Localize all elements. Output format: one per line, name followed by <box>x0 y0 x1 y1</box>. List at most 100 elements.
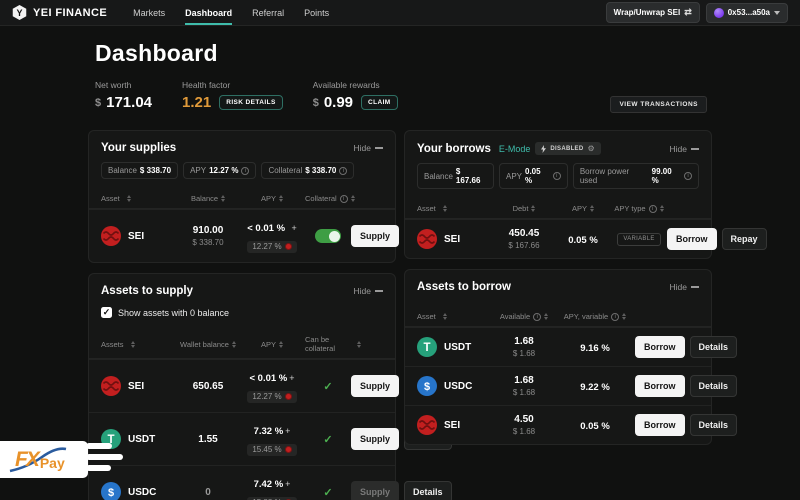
emode-status-button[interactable]: DISABLED ⚙ <box>535 142 601 155</box>
wrap-unwrap-button[interactable]: Wrap/Unwrap SEI ⇄ <box>605 2 700 23</box>
supplies-hide-button[interactable]: Hide <box>354 143 383 153</box>
metrics-row: Net worth $ 171.04 Health factor 1.21 RI… <box>95 80 398 111</box>
supply-button-disabled[interactable]: Supply <box>351 481 400 500</box>
apy-expand[interactable]: + <box>291 223 297 233</box>
col-apy[interactable]: APY <box>239 340 305 349</box>
col-apy[interactable]: APY <box>555 204 611 213</box>
health-factor-metric: Health factor 1.21 RISK DETAILS <box>182 80 283 111</box>
zero-balance-checkbox[interactable]: ✓ <box>101 307 112 318</box>
col-wallet-balance[interactable]: Wallet balance <box>177 340 239 349</box>
minus-icon <box>375 290 383 292</box>
apy-value: < 0.01 % <box>249 373 288 384</box>
col-assets[interactable]: Assets <box>101 340 177 349</box>
info-icon <box>611 312 620 321</box>
wallet-button[interactable]: 0x53...a50a <box>705 2 788 23</box>
assets-to-supply-title: Assets to supply <box>101 285 194 297</box>
balance-amount: 910.00 <box>192 225 224 236</box>
sort-icon <box>443 205 447 212</box>
apy-expand[interactable]: + <box>285 426 291 436</box>
nav-item-referral[interactable]: Referral <box>252 7 285 18</box>
col-debt[interactable]: Debt <box>493 204 555 213</box>
borrows-hide-button[interactable]: Hide <box>670 144 699 154</box>
col-apy[interactable]: APY <box>239 194 305 203</box>
info-icon[interactable] <box>552 172 561 180</box>
wallet-balance: 1.55 <box>198 433 218 445</box>
apy-value: 9.22 % <box>580 382 610 393</box>
apy-expand[interactable]: + <box>289 373 295 383</box>
borrow-button[interactable]: Borrow <box>635 375 685 397</box>
zero-balance-label: Show assets with 0 balance <box>118 307 230 318</box>
collateral-toggle[interactable] <box>315 229 341 243</box>
svg-text:T: T <box>107 434 114 446</box>
apy-value: 0.05 % <box>568 235 598 246</box>
col-collateral[interactable]: Collateral <box>305 194 355 203</box>
chevron-down-icon <box>774 10 780 15</box>
assets-to-supply-hide-button[interactable]: Hide <box>354 286 383 296</box>
col-asset[interactable]: Asset <box>417 204 493 213</box>
sei-icon <box>417 229 437 249</box>
collateral-check-icon: ✓ <box>323 486 333 499</box>
col-balance[interactable]: Balance <box>177 194 239 203</box>
fxpay-watermark: FX Pay <box>0 441 123 478</box>
col-asset[interactable]: Asset <box>417 312 493 321</box>
borrow-asset-row-usdc: $ USDC 1.68 $ 1.68 9.22 % Borrow Details <box>405 366 738 405</box>
borrow-asset-row-sei: SEI 4.50 $ 1.68 0.05 % Borrow Details <box>405 405 738 444</box>
view-transactions-button[interactable]: VIEW TRANSACTIONS <box>610 96 707 113</box>
col-asset[interactable]: Asset <box>101 194 177 203</box>
assets-to-borrow-hide-button[interactable]: Hide <box>670 282 699 292</box>
col-apy-variable[interactable]: APY, variable <box>555 312 635 321</box>
usdt-icon: T <box>417 337 437 357</box>
emode-control: E-Mode DISABLED ⚙ <box>499 142 601 155</box>
borrows-title: Your borrows <box>417 142 491 155</box>
sort-icon <box>544 313 548 320</box>
col-apy-type[interactable]: APY type <box>611 204 667 213</box>
usdc-icon: $ <box>417 376 437 396</box>
col-can-be-collateral[interactable]: Can be collateral <box>305 335 361 353</box>
col-available[interactable]: Available <box>493 312 555 321</box>
details-button[interactable]: Details <box>689 414 738 436</box>
watermark-stripe <box>86 443 112 449</box>
your-borrows-panel: Your borrows E-Mode DISABLED ⚙ Hide <box>404 130 767 259</box>
supply-button[interactable]: Supply <box>351 225 400 247</box>
available-usd: $ 1.68 <box>512 427 536 436</box>
details-button[interactable]: Details <box>689 375 738 397</box>
sort-icon <box>531 205 535 212</box>
brand-logo[interactable]: Y YEI FINANCE <box>12 5 107 20</box>
page-header: Dashboard Net worth $ 171.04 Health fact… <box>95 40 398 111</box>
info-icon[interactable] <box>241 166 250 175</box>
panels-grid: Your supplies Hide Balance $ 338.70 APY … <box>88 130 767 500</box>
risk-details-button[interactable]: RISK DETAILS <box>219 95 283 110</box>
currency-sign: $ <box>312 96 319 109</box>
claim-button[interactable]: CLAIM <box>361 95 398 110</box>
nav-item-dashboard[interactable]: Dashboard <box>185 0 233 25</box>
available-usd: $ 1.68 <box>512 349 536 358</box>
details-button[interactable]: Details <box>404 481 452 500</box>
info-icon[interactable] <box>684 172 692 180</box>
emode-status: DISABLED <box>550 145 584 152</box>
apy-type-pill[interactable]: VARIABLE <box>617 232 661 246</box>
nav-item-markets[interactable]: Markets <box>133 7 166 18</box>
hide-label: Hide <box>669 143 687 154</box>
available-amount: 4.50 <box>514 414 534 425</box>
apy-expand[interactable]: + <box>285 479 291 489</box>
sort-icon <box>221 195 225 202</box>
rewards-label: Available rewards <box>312 80 380 90</box>
info-icon[interactable] <box>339 166 348 175</box>
borrow-button[interactable]: Borrow <box>635 414 685 436</box>
collateral-check-icon: ✓ <box>323 433 333 446</box>
watermark-stripe <box>86 454 123 460</box>
supplies-row-sei: SEI 910.00 $ 338.70 < 0.01 % + 12.27 % <box>89 209 463 262</box>
available-amount: 1.68 <box>514 375 534 386</box>
supply-button[interactable]: Supply <box>351 375 400 397</box>
wallet-balance: 650.65 <box>192 380 224 392</box>
borrow-button[interactable]: Borrow <box>667 228 717 250</box>
brand-name: YEI FINANCE <box>33 6 108 19</box>
nav-item-points[interactable]: Points <box>304 7 330 18</box>
borrows-stats: Balance $ 167.66 APY 0.05 % Borrow power… <box>405 163 711 199</box>
sort-icon <box>590 205 594 212</box>
net-worth-value: 171.04 <box>106 94 153 111</box>
details-button[interactable]: Details <box>689 336 738 358</box>
supply-button[interactable]: Supply <box>351 428 400 450</box>
borrow-button[interactable]: Borrow <box>635 336 685 358</box>
repay-button[interactable]: Repay <box>721 228 767 250</box>
